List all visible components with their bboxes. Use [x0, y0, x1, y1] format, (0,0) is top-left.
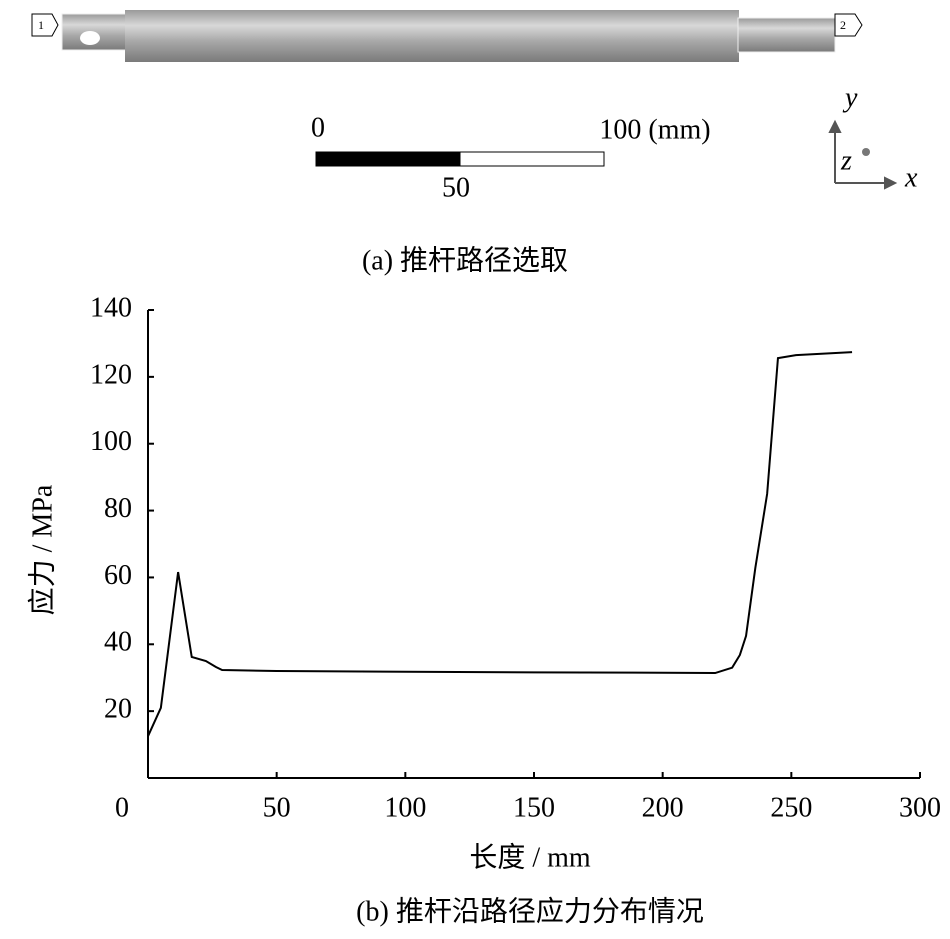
x-tick-label: 300 — [899, 792, 941, 823]
y-tick-label: 60 — [104, 560, 132, 591]
y-axis-title: 应力 / MPa — [26, 484, 58, 615]
caption: (a) 推杆路径选取 — [362, 244, 568, 276]
axis-letter: x — [904, 162, 918, 193]
axis-letter: y — [842, 82, 858, 113]
x-tick-label: 200 — [642, 792, 684, 823]
y-tick-label: 100 — [90, 426, 132, 457]
y-tick-label: 140 — [90, 292, 132, 323]
x-tick-label: 0 — [115, 792, 129, 823]
scale-label: 100 (mm) — [599, 114, 710, 145]
x-tick-label: 250 — [770, 792, 812, 823]
y-tick-label: 120 — [90, 359, 132, 390]
y-tick-label: 20 — [104, 694, 132, 725]
x-tick-label: 100 — [384, 792, 426, 823]
line — [147, 351, 853, 737]
x-tick-label: 50 — [263, 792, 291, 823]
scale-bar — [315, 151, 461, 167]
scale-bar — [459, 151, 605, 167]
axis-letter: z — [840, 145, 852, 176]
axis-triad — [828, 119, 898, 190]
x-tick-label: 150 — [513, 792, 555, 823]
y-tick-label: 80 — [104, 493, 132, 524]
scale-label: 50 — [442, 172, 470, 203]
y-tick-label: 40 — [104, 627, 132, 658]
rod — [31, 10, 863, 62]
scale-label: 0 — [311, 112, 325, 143]
x-axis-title: 长度 / mm — [469, 841, 591, 873]
node-label: 2 — [840, 18, 846, 32]
caption: (b) 推杆沿路径应力分布情况 — [356, 895, 704, 927]
node-label: 1 — [38, 18, 44, 32]
